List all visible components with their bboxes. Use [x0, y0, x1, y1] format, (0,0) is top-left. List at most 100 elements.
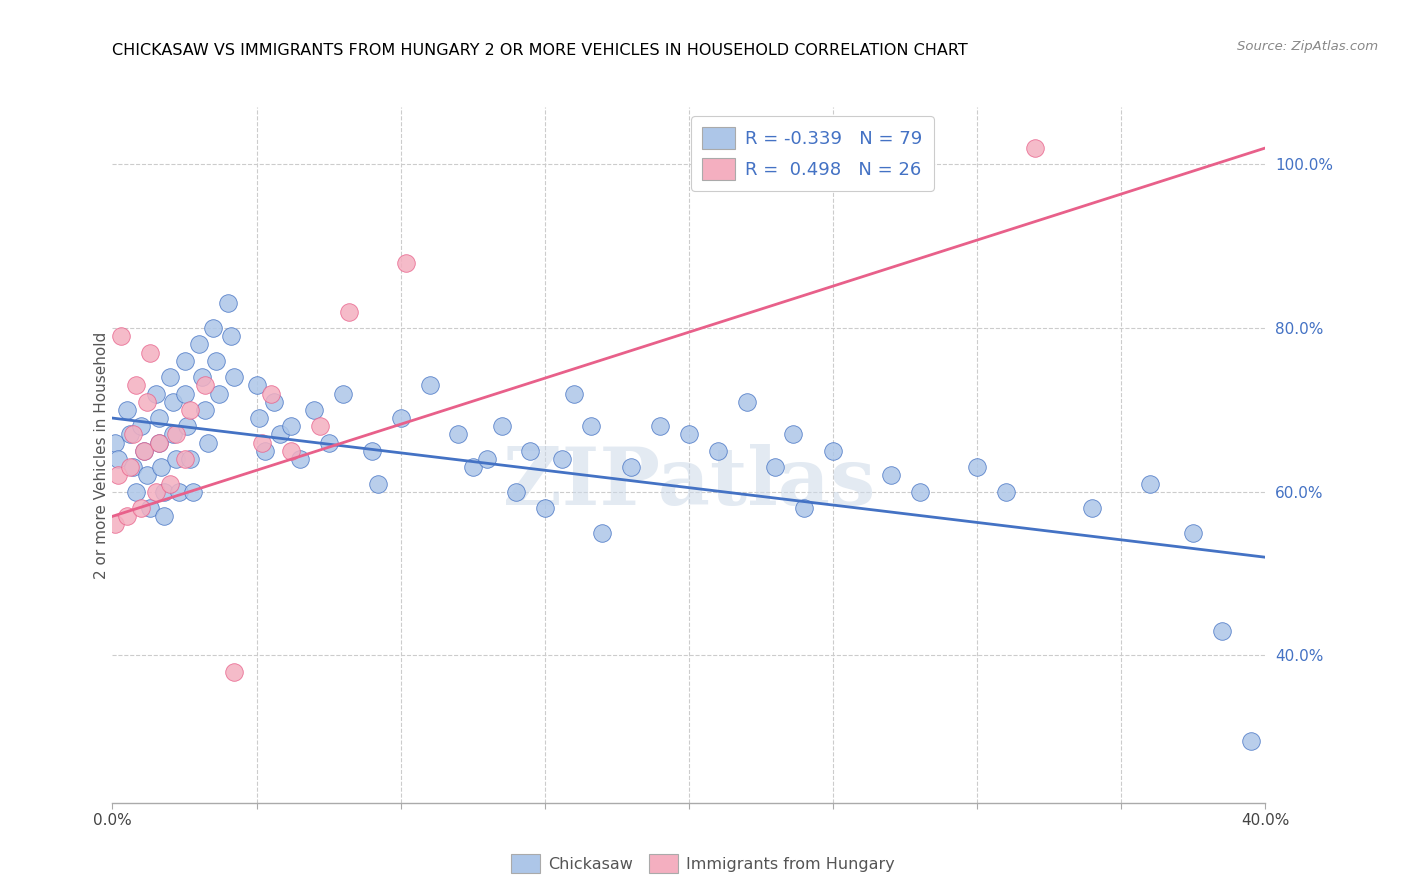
Point [263, 394, 285, 409]
Point [134, 443, 156, 458]
Point [735, 394, 758, 409]
Point [202, 321, 225, 335]
Point [121, 460, 143, 475]
Point [148, 435, 170, 450]
Point [173, 386, 195, 401]
Point [1081, 501, 1104, 516]
Point [145, 386, 167, 401]
Point [395, 255, 418, 269]
Point [153, 484, 176, 499]
Point [162, 427, 184, 442]
Point [389, 411, 412, 425]
Text: CHICKASAW VS IMMIGRANTS FROM HUNGARY 2 OR MORE VEHICLES IN HOUSEHOLD CORRELATION: CHICKASAW VS IMMIGRANTS FROM HUNGARY 2 O… [112, 43, 969, 58]
Point [461, 460, 484, 475]
Point [592, 525, 614, 540]
Point [551, 452, 574, 467]
Point [136, 394, 159, 409]
Point [1182, 525, 1205, 540]
Y-axis label: 2 or more Vehicles in Household: 2 or more Vehicles in Household [94, 331, 108, 579]
Point [179, 403, 201, 417]
Point [252, 435, 274, 450]
Point [118, 460, 141, 475]
Point [491, 419, 513, 434]
Point [167, 484, 190, 499]
Point [159, 370, 181, 384]
Point [118, 427, 141, 442]
Point [245, 378, 267, 392]
Point [648, 419, 672, 434]
Point [188, 337, 211, 351]
Point [191, 370, 214, 384]
Point [367, 476, 389, 491]
Point [219, 329, 242, 343]
Text: ZIPatlas: ZIPatlas [503, 443, 875, 522]
Point [148, 435, 170, 450]
Point [107, 452, 129, 467]
Point [176, 419, 198, 434]
Point [678, 427, 700, 442]
Point [104, 517, 127, 532]
Point [1211, 624, 1233, 638]
Point [419, 378, 441, 392]
Point [562, 386, 585, 401]
Point [115, 403, 138, 417]
Point [304, 403, 326, 417]
Point [173, 452, 195, 467]
Point [309, 419, 332, 434]
Legend: Chickasaw, Immigrants from Hungary: Chickasaw, Immigrants from Hungary [505, 847, 901, 880]
Point [288, 452, 311, 467]
Point [162, 394, 184, 409]
Point [194, 378, 217, 392]
Point [129, 501, 153, 516]
Point [153, 509, 176, 524]
Point [1024, 141, 1046, 155]
Point [134, 443, 156, 458]
Point [793, 501, 815, 516]
Point [115, 509, 138, 524]
Point [222, 370, 245, 384]
Point [332, 386, 354, 401]
Point [197, 435, 219, 450]
Point [173, 353, 195, 368]
Point [165, 452, 187, 467]
Point [260, 386, 283, 401]
Point [165, 427, 187, 442]
Point [505, 484, 527, 499]
Point [519, 443, 541, 458]
Point [908, 484, 931, 499]
Point [280, 419, 302, 434]
Point [150, 460, 173, 475]
Legend: R = -0.339   N = 79, R =  0.498   N = 26: R = -0.339 N = 79, R = 0.498 N = 26 [692, 116, 934, 191]
Point [360, 443, 382, 458]
Point [249, 411, 271, 425]
Point [254, 443, 277, 458]
Point [447, 427, 470, 442]
Point [579, 419, 602, 434]
Point [124, 484, 146, 499]
Point [208, 386, 231, 401]
Point [1240, 734, 1263, 748]
Point [205, 353, 228, 368]
Point [217, 296, 239, 310]
Point [318, 435, 340, 450]
Point [145, 484, 167, 499]
Point [765, 460, 787, 475]
Point [880, 468, 903, 483]
Point [821, 443, 844, 458]
Point [966, 460, 988, 475]
Point [222, 665, 245, 679]
Point [110, 329, 132, 343]
Point [139, 345, 162, 359]
Point [706, 443, 728, 458]
Point [179, 452, 201, 467]
Point [129, 419, 153, 434]
Point [269, 427, 291, 442]
Point [124, 378, 146, 392]
Point [337, 304, 360, 318]
Point [280, 443, 302, 458]
Point [159, 476, 181, 491]
Point [1139, 476, 1161, 491]
Point [620, 460, 643, 475]
Point [139, 501, 162, 516]
Point [995, 484, 1018, 499]
